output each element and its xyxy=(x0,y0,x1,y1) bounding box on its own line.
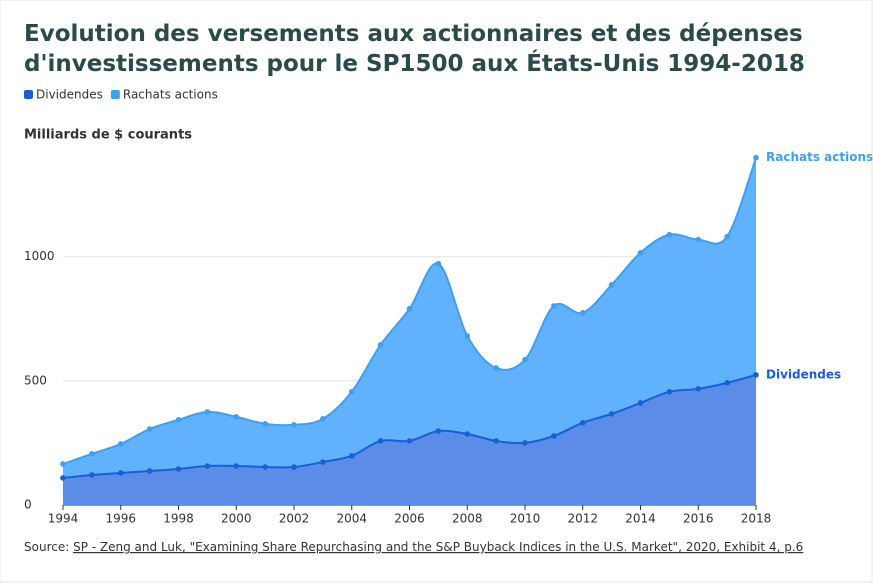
point xyxy=(435,260,442,267)
point xyxy=(146,468,153,474)
legend-swatch xyxy=(24,90,33,99)
point xyxy=(262,464,268,470)
x-tick-label: 2004 xyxy=(336,512,367,526)
point xyxy=(493,365,499,371)
y-tick-label: 500 xyxy=(24,373,47,387)
point xyxy=(320,459,326,465)
y-tick-label: 1000 xyxy=(24,249,55,263)
legend-swatch xyxy=(110,90,120,99)
x-tick-label: 2014 xyxy=(625,512,656,526)
point xyxy=(608,411,615,417)
x-tick-label: 2000 xyxy=(221,512,252,526)
point xyxy=(637,249,644,256)
point xyxy=(579,420,586,426)
point xyxy=(724,380,730,386)
point xyxy=(146,426,153,432)
point xyxy=(175,417,182,423)
x-tick-label: 2016 xyxy=(683,512,714,526)
source-label: Source: xyxy=(24,540,69,554)
x-tick-label: 1998 xyxy=(163,512,194,526)
x-tick-label: 2010 xyxy=(510,512,541,526)
point xyxy=(522,440,528,446)
x-tick-label: 1994 xyxy=(48,512,79,526)
point xyxy=(60,461,66,467)
point xyxy=(89,451,95,457)
point xyxy=(551,433,557,439)
area xyxy=(63,157,756,478)
x-tick-label: 2006 xyxy=(394,512,425,526)
x-tick-label: 2002 xyxy=(279,512,310,526)
point xyxy=(695,236,702,243)
point xyxy=(753,372,759,378)
point xyxy=(493,438,499,444)
point xyxy=(464,333,471,339)
source-link[interactable]: SP - Zeng and Luk, "Examining Share Repu… xyxy=(73,540,803,554)
point xyxy=(291,464,297,470)
point xyxy=(233,463,240,469)
point xyxy=(60,475,66,481)
point xyxy=(175,466,182,472)
point xyxy=(522,356,528,363)
point xyxy=(204,409,211,415)
point xyxy=(724,233,730,240)
point xyxy=(753,154,759,161)
point xyxy=(204,463,211,469)
point xyxy=(117,470,124,476)
point xyxy=(117,441,124,447)
x-tick-label: 2018 xyxy=(741,512,772,526)
y-axis-label: Milliards de $ courants xyxy=(24,128,192,143)
legend-label: Rachats actions xyxy=(123,88,218,102)
area xyxy=(63,374,756,505)
x-tick-label: 1996 xyxy=(105,512,136,526)
x-tick-label: 2012 xyxy=(567,512,598,526)
point xyxy=(348,453,355,459)
point xyxy=(89,472,95,478)
point xyxy=(608,281,615,288)
legend-label: Dividendes xyxy=(36,88,103,102)
title-line: Evolution des versements aux actionnaire… xyxy=(24,21,803,47)
point xyxy=(291,422,297,428)
point xyxy=(666,231,673,238)
point xyxy=(435,428,442,434)
y-tick-label: 0 xyxy=(24,498,32,512)
point xyxy=(666,388,673,395)
point xyxy=(406,306,413,312)
point xyxy=(551,303,557,309)
x-tick-label: 2008 xyxy=(452,512,483,526)
point xyxy=(377,438,384,444)
point xyxy=(406,438,413,444)
point xyxy=(233,414,240,420)
point xyxy=(262,421,268,427)
source: Source: SP - Zeng and Luk, "Examining Sh… xyxy=(24,540,803,554)
point xyxy=(579,310,586,316)
point xyxy=(320,416,326,422)
point xyxy=(377,342,384,348)
point xyxy=(464,431,471,437)
end-label: Rachats actions xyxy=(766,150,873,164)
point xyxy=(637,400,644,406)
point xyxy=(348,388,355,395)
title-line: d'investissements pour le SP1500 aux Éta… xyxy=(24,49,805,77)
chart-title: Evolution des versements aux actionnaire… xyxy=(24,21,805,77)
point xyxy=(695,386,702,392)
end-label: Dividendes xyxy=(766,367,841,381)
